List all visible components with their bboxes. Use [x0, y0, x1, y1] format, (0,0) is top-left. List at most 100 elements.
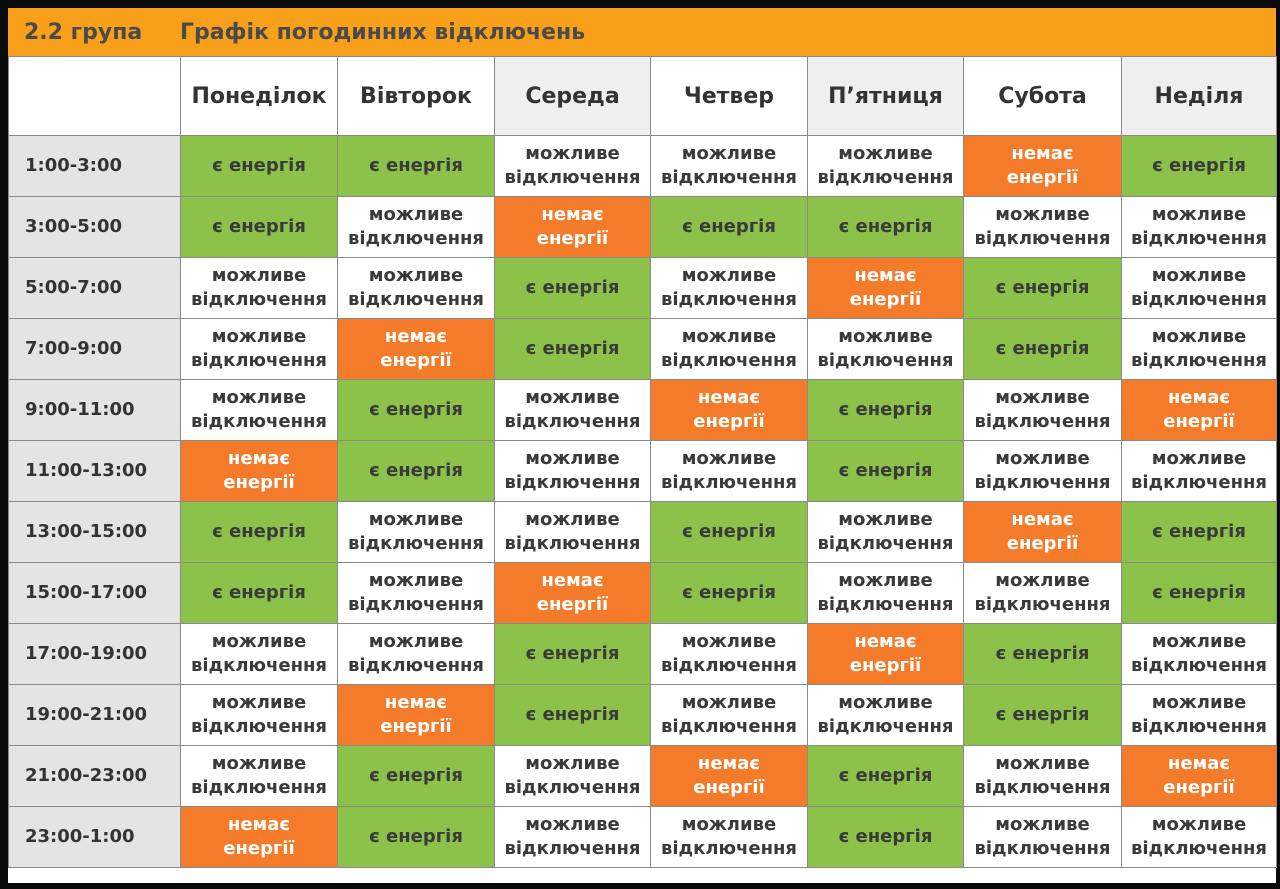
status-text: можливе	[368, 570, 464, 591]
status-power-cell: є енергія	[650, 501, 808, 563]
status-power-cell: є енергія	[963, 257, 1122, 319]
status-text: є енергія	[525, 338, 620, 359]
status-possible-outage-cell: можливе відключення	[1121, 623, 1277, 685]
status-text: енергії	[1163, 777, 1235, 798]
status-text: є енергія	[838, 216, 933, 237]
time-slot-label: 1:00-3:00	[8, 135, 181, 197]
group-label: 2.2 група	[24, 19, 143, 45]
status-possible-outage-cell: можливе відключення	[180, 379, 338, 441]
status-possible-outage-cell: можливе відключення	[494, 806, 651, 868]
status-possible-outage-cell: можливе відключення	[337, 257, 495, 319]
schedule-table: Понеділок Вівторок Середа Четвер П’ятниц…	[8, 56, 1277, 868]
status-possible-outage-cell: можливе відключення	[180, 684, 338, 746]
day-header: П’ятниця	[807, 56, 964, 136]
status-text: є енергія	[369, 460, 463, 481]
status-possible-outage-cell: можливе відключення	[1121, 257, 1277, 319]
status-text: є енергія	[369, 765, 463, 786]
status-text: можливе	[838, 326, 933, 347]
status-text: є енергія	[838, 460, 933, 481]
status-text: відключення	[661, 655, 797, 676]
status-possible-outage-cell: можливе відключення	[807, 501, 964, 563]
status-text: відключення	[1131, 838, 1267, 859]
table-row: 21:00-23:00 можливе відключення є енергія мо…	[8, 745, 1277, 807]
status-text: можливе	[368, 631, 464, 652]
table-row: 7:00-9:00 можливе відключення немає енергії є…	[8, 318, 1277, 380]
status-possible-outage-cell: можливе відключення	[963, 562, 1122, 624]
status-possible-outage-cell: можливе відключення	[337, 501, 495, 563]
status-no-power-cell: немає енергії	[650, 379, 808, 441]
status-text: можливе	[1151, 631, 1247, 652]
status-possible-outage-cell: можливе відключення	[494, 745, 651, 807]
status-possible-outage-cell: можливе відключення	[807, 135, 964, 197]
status-text: відключення	[348, 655, 484, 676]
status-text: можливе	[681, 326, 777, 347]
status-possible-outage-cell: можливе відключення	[1121, 318, 1277, 380]
status-text: можливе	[838, 570, 933, 591]
status-power-cell: є енергія	[180, 562, 338, 624]
status-text: відключення	[661, 838, 797, 859]
status-power-cell: є енергія	[180, 501, 338, 563]
day-header: Понеділок	[180, 56, 338, 136]
status-possible-outage-cell: можливе відключення	[963, 196, 1122, 258]
table-row: 23:00-1:00 немає енергії є енергія можливе ві…	[8, 806, 1277, 868]
status-no-power-cell: немає енергії	[494, 562, 651, 624]
status-text: відключення	[974, 777, 1111, 798]
status-text: енергії	[223, 472, 295, 493]
status-possible-outage-cell: можливе відключення	[337, 196, 495, 258]
status-text: відключення	[191, 289, 327, 310]
status-power-cell: є енергія	[337, 379, 495, 441]
status-text: відключення	[661, 167, 797, 188]
status-text: відключення	[191, 411, 327, 432]
status-text: енергії	[1006, 167, 1079, 188]
status-power-cell: є енергія	[337, 745, 495, 807]
status-possible-outage-cell: можливе відключення	[494, 135, 651, 197]
day-header: Середа	[494, 56, 651, 136]
table-row: 13:00-15:00 є енергія можливе відключення мо…	[8, 501, 1277, 563]
status-text: можливе	[211, 753, 307, 774]
status-possible-outage-cell: можливе відключення	[963, 440, 1122, 502]
status-text: є енергія	[525, 704, 620, 725]
status-text: є енергія	[838, 826, 933, 847]
status-text: відключення	[348, 533, 484, 554]
status-text: можливе	[681, 265, 777, 286]
status-text: немає	[1167, 753, 1231, 774]
status-text: відключення	[1131, 289, 1267, 310]
status-text: можливе	[368, 204, 464, 225]
table-row: 9:00-11:00 можливе відключення є енергія мож…	[8, 379, 1277, 441]
status-power-cell: є енергія	[650, 196, 808, 258]
status-text: немає	[854, 631, 917, 652]
status-possible-outage-cell: можливе відключення	[337, 623, 495, 685]
status-text: відключення	[974, 594, 1111, 615]
status-text: відключення	[817, 533, 954, 554]
status-text: можливе	[681, 631, 777, 652]
status-power-cell: є енергія	[1121, 501, 1277, 563]
status-possible-outage-cell: можливе відключення	[337, 562, 495, 624]
schedule-frame: 2.2 група Графік погодинних відключень П…	[8, 8, 1277, 883]
status-text: є енергія	[1152, 582, 1246, 603]
status-possible-outage-cell: можливе відключення	[494, 379, 651, 441]
status-text: можливе	[525, 448, 620, 469]
status-text: є енергія	[212, 155, 306, 176]
status-possible-outage-cell: можливе відключення	[650, 318, 808, 380]
table-row: 15:00-17:00 є енергія можливе відключення не…	[8, 562, 1277, 624]
status-text: можливе	[838, 509, 933, 530]
time-slot-label: 11:00-13:00	[8, 440, 181, 502]
status-text: відключення	[191, 777, 327, 798]
status-text: відключення	[661, 716, 797, 737]
status-text: можливе	[995, 448, 1090, 469]
status-text: є енергія	[369, 826, 463, 847]
status-text: відключення	[504, 167, 641, 188]
status-text: відключення	[661, 472, 797, 493]
day-header: Четвер	[650, 56, 808, 136]
status-text: можливе	[211, 692, 307, 713]
status-possible-outage-cell: можливе відключення	[494, 501, 651, 563]
status-possible-outage-cell: можливе відключення	[963, 806, 1122, 868]
status-text: відключення	[661, 289, 797, 310]
status-text: є енергія	[995, 704, 1090, 725]
status-possible-outage-cell: можливе відключення	[180, 257, 338, 319]
status-text: відключення	[191, 655, 327, 676]
status-possible-outage-cell: можливе відключення	[807, 684, 964, 746]
status-text: є енергія	[838, 399, 933, 420]
status-text: є енергія	[995, 277, 1090, 298]
time-slot-label: 19:00-21:00	[8, 684, 181, 746]
